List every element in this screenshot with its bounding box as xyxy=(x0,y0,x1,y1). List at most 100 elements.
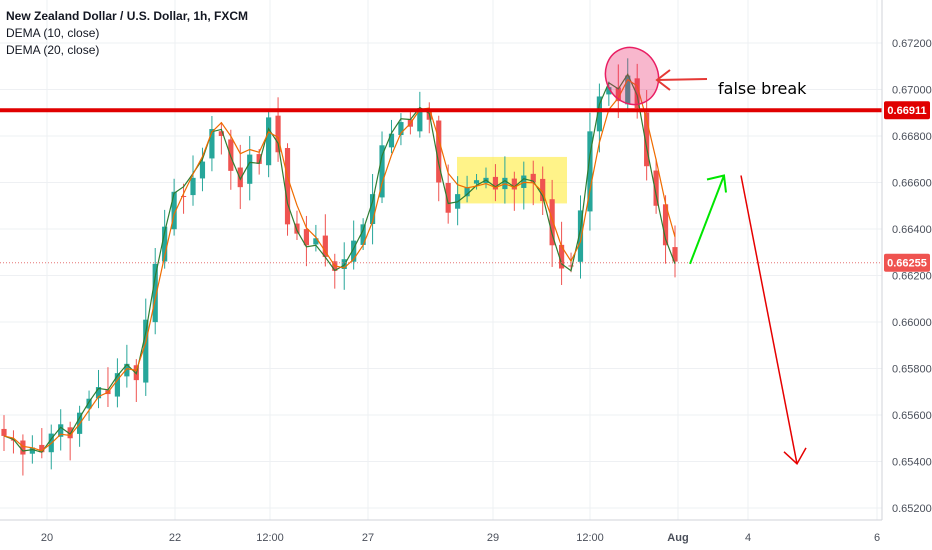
candle-body xyxy=(190,177,196,196)
candle-body xyxy=(199,161,206,179)
candle xyxy=(58,409,64,451)
dema-10-line xyxy=(3,73,676,453)
candle-body xyxy=(511,178,517,190)
candle-body xyxy=(615,87,621,102)
candle xyxy=(388,119,395,154)
candle xyxy=(303,215,310,267)
candle-body xyxy=(445,182,451,213)
up-arrow xyxy=(689,174,727,265)
x-tick-label: 20 xyxy=(41,532,53,544)
candle xyxy=(473,173,480,190)
candle xyxy=(351,220,357,270)
y-tick-label: 0.66200 xyxy=(892,271,932,283)
candle-body xyxy=(162,226,168,262)
candle-body xyxy=(549,199,555,246)
candle xyxy=(284,143,291,236)
x-axis[interactable]: 20 22 12:00 27 29 12:00 Aug 4 6 xyxy=(0,519,882,544)
candle-body xyxy=(266,117,272,166)
legend-dema-20: DEMA (20, close) xyxy=(6,43,99,57)
y-tick-label: 0.65200 xyxy=(892,503,932,515)
candle-body xyxy=(313,238,319,245)
y-tick-label: 0.65400 xyxy=(892,457,932,469)
candle xyxy=(190,155,196,206)
candle xyxy=(445,164,451,224)
candle xyxy=(436,115,442,202)
candle xyxy=(492,164,499,202)
candle xyxy=(143,298,149,396)
candle xyxy=(417,91,423,138)
candle-body xyxy=(521,175,527,188)
candle xyxy=(67,421,73,461)
legend: New Zealand Dollar / U.S. Dollar, 1h, FX… xyxy=(6,9,248,57)
candle-body xyxy=(436,120,442,183)
candle-body xyxy=(360,224,366,245)
candle-body xyxy=(143,319,149,383)
candle xyxy=(540,166,546,216)
candle-body xyxy=(398,122,404,136)
candle-body xyxy=(379,145,385,198)
candle-body xyxy=(672,247,678,262)
candle-body xyxy=(530,173,536,183)
candle-body xyxy=(587,131,593,212)
candle xyxy=(294,210,300,240)
candle-body xyxy=(644,112,650,167)
candle-body xyxy=(152,263,158,323)
y-tick-label: 0.66800 xyxy=(892,131,932,143)
candle xyxy=(558,221,565,285)
candle xyxy=(606,81,612,106)
candle xyxy=(464,175,470,203)
candle xyxy=(672,225,678,278)
false-break-label: false break xyxy=(718,79,807,98)
false-break-arrow xyxy=(655,69,708,91)
candle xyxy=(521,161,527,210)
candle-body xyxy=(67,427,73,439)
candle-body xyxy=(558,244,565,269)
candle xyxy=(577,195,584,279)
candle xyxy=(209,115,215,172)
candle xyxy=(662,195,669,264)
y-tick-label: 0.66400 xyxy=(892,224,932,236)
grid xyxy=(0,0,882,520)
candle xyxy=(587,112,593,231)
candle-body xyxy=(1,428,7,436)
y-axis[interactable]: 0.67200 0.67000 0.66800 0.66600 0.66400 0.662… xyxy=(881,0,932,520)
candle xyxy=(171,178,177,236)
candle-body xyxy=(171,191,177,230)
candle xyxy=(180,183,187,214)
candle-body xyxy=(180,196,187,198)
candle-body xyxy=(247,154,253,184)
candle-body xyxy=(369,194,376,225)
candle xyxy=(20,434,26,476)
x-tick-label: 27 xyxy=(362,532,374,544)
dema-20-line xyxy=(3,78,676,452)
candle-body xyxy=(540,178,546,202)
legend-dema-10: DEMA (10, close) xyxy=(6,26,99,40)
x-tick-label: 29 xyxy=(487,532,499,544)
candle xyxy=(322,214,328,267)
candle xyxy=(152,248,158,335)
y-tick-label: 0.65600 xyxy=(892,410,932,422)
y-tick-label: 0.67200 xyxy=(892,38,932,50)
candle-body xyxy=(653,170,659,206)
price-tag-last: 0.66255 xyxy=(884,253,930,272)
price-tag-label: 0.66255 xyxy=(887,258,927,270)
candle-body xyxy=(237,167,243,188)
x-tick-label: Aug xyxy=(667,532,688,544)
candle xyxy=(39,428,45,459)
price-lines xyxy=(0,108,882,264)
candle xyxy=(369,174,376,245)
candle xyxy=(644,90,650,181)
candle xyxy=(48,424,54,470)
candle xyxy=(549,179,555,267)
candle xyxy=(114,358,121,408)
candle-body xyxy=(209,129,215,159)
candle xyxy=(653,158,659,214)
candle xyxy=(237,144,243,210)
candle xyxy=(275,97,281,162)
annotations: false break xyxy=(604,46,807,466)
candle-body xyxy=(95,387,102,399)
candle xyxy=(511,171,517,211)
candle-body xyxy=(284,148,291,225)
